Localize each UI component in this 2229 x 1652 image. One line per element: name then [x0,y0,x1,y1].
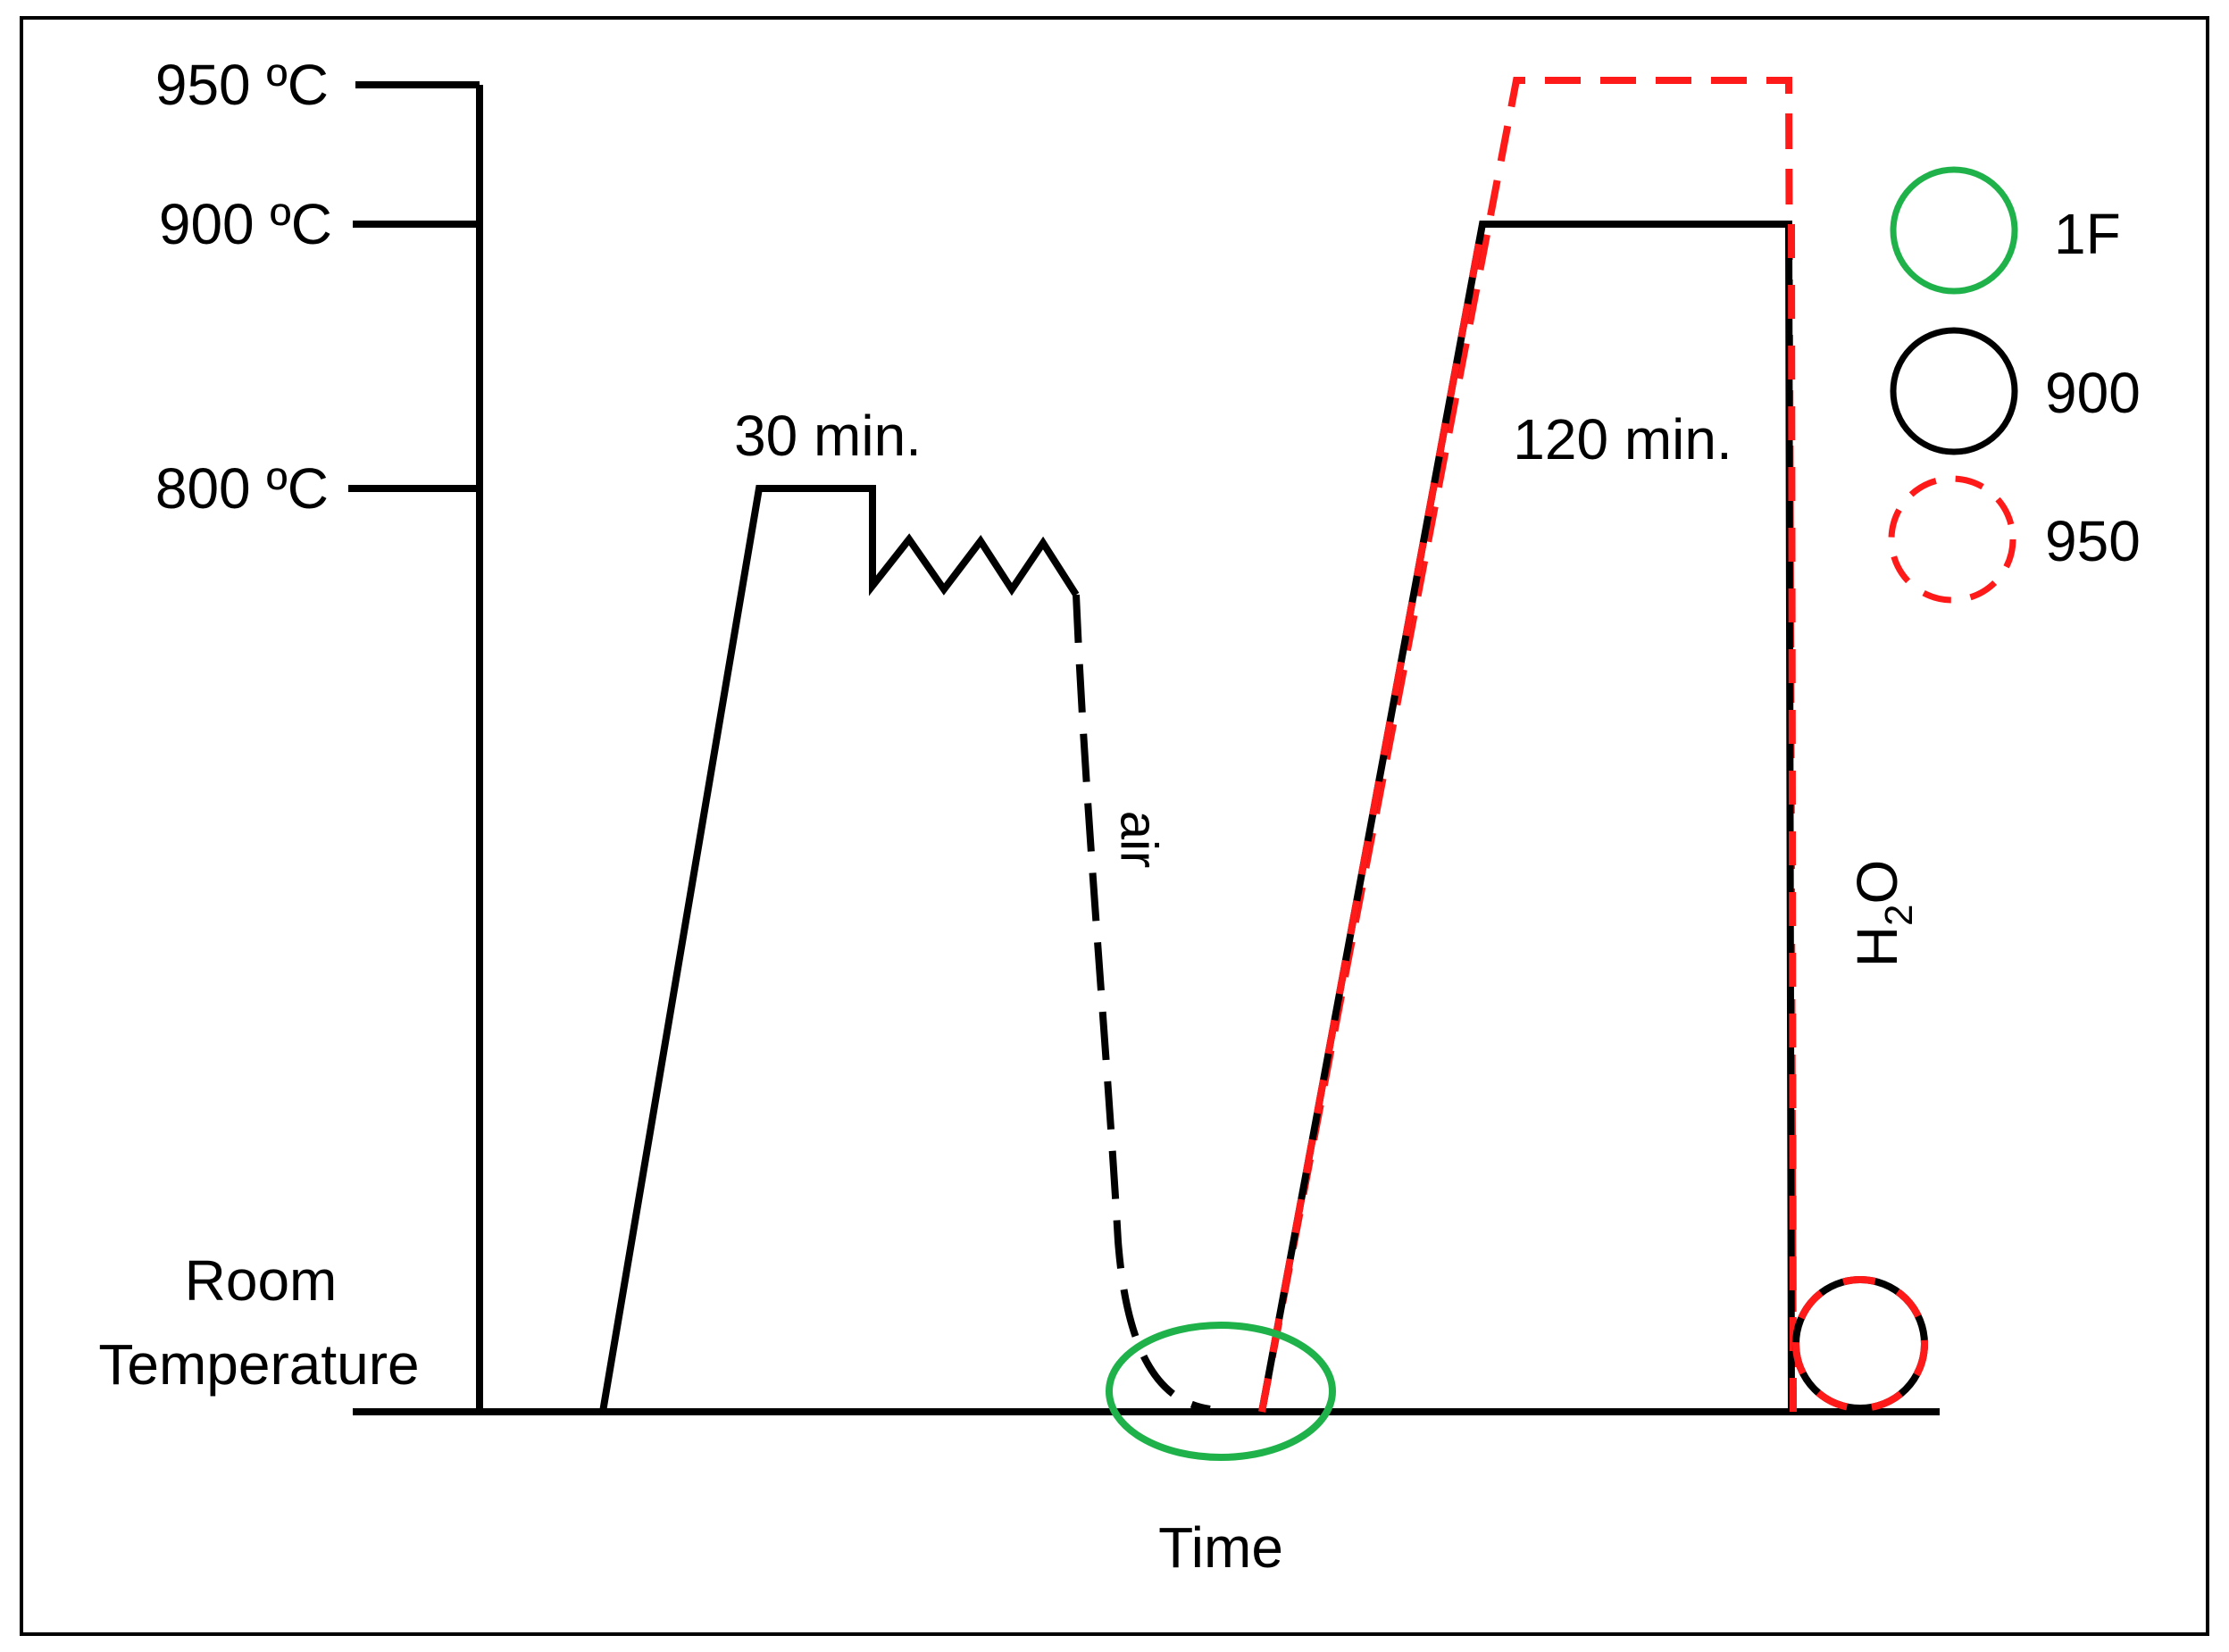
legend: 1F 900 950 [1888,166,2141,604]
legend-label-950: 950 [2045,509,2141,573]
tick-label-800: 800 ºC [155,456,329,521]
hold-30-min-label: 30 min. [734,404,922,468]
room-temperature-label-line1: Room [185,1248,338,1313]
second-cycle-quench-overlay [1788,223,1797,1413]
water-quench-label-subscript: 2 [1877,905,1921,926]
sample-1f-marker [1106,1322,1336,1461]
second-cycle-950-overlay [1258,223,1486,1413]
first-cycle-heat-hold [599,485,1080,1413]
legend-swatch-950 [1888,475,2016,604]
tick-label-950: 950 ºC [155,53,329,117]
tick-label-900: 900 ºC [159,192,332,256]
legend-swatch-900 [1890,327,2018,455]
hold-120-min-label: 120 min. [1513,407,1732,471]
figure-frame [20,16,2209,1636]
second-cycle-900-profile [1258,221,1795,1413]
second-cycle-950-profile [1258,77,1797,1413]
water-quench-label-h: H [1845,926,1909,967]
first-cycle-air-cooling [1073,594,1211,1413]
legend-swatch-1f [1890,166,2018,295]
room-temperature-label-line2: Temperature [98,1332,419,1397]
water-quench-label: H2O [1845,860,1921,967]
legend-label-1f: 1F [2054,202,2121,266]
sample-950-marker [1792,1276,1928,1412]
air-cooling-label: air [1110,811,1168,868]
water-quench-label-o: O [1845,860,1909,905]
legend-label-900: 900 [2045,361,2141,425]
x-axis-label: Time [1158,1515,1283,1580]
